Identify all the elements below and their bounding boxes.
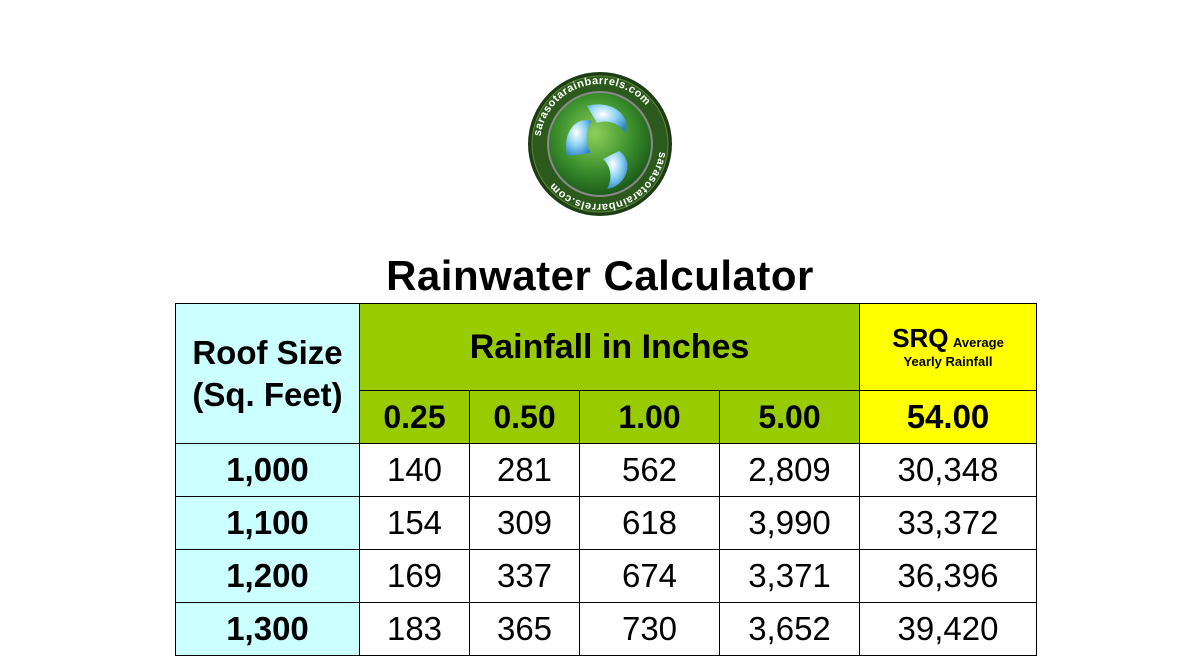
gallons-cell: 2,809 bbox=[719, 443, 860, 497]
gallons-cell: 562 bbox=[579, 443, 720, 497]
srq-col: 54.00 bbox=[859, 390, 1037, 444]
srq-gallons-cell: 39,420 bbox=[859, 602, 1037, 656]
srq-gallons-cell: 33,372 bbox=[859, 496, 1037, 550]
gallons-cell: 154 bbox=[359, 496, 470, 550]
table-row: 1,100 154 309 618 3,990 33,372 bbox=[175, 496, 1037, 550]
rainfall-col-0: 0.25 bbox=[359, 390, 470, 444]
table-row: 1,300 183 365 730 3,652 39,420 bbox=[175, 602, 1037, 656]
roof-size-header: Roof Size (Sq. Feet) bbox=[175, 303, 360, 444]
gallons-cell: 337 bbox=[469, 549, 580, 603]
roof-size-cell: 1,300 bbox=[175, 602, 360, 656]
gallons-cell: 3,652 bbox=[719, 602, 860, 656]
gallons-cell: 3,990 bbox=[719, 496, 860, 550]
roof-size-cell: 1,100 bbox=[175, 496, 360, 550]
sarasota-rain-barrels-logo: sarasotarainbarrels.com sarasotarainbarr… bbox=[528, 72, 672, 216]
gallons-cell: 3,371 bbox=[719, 549, 860, 603]
gallons-cell: 365 bbox=[469, 602, 580, 656]
rainfall-col-1: 0.50 bbox=[469, 390, 580, 444]
srq-header: SRQ Average Yearly Rainfall bbox=[859, 303, 1037, 391]
gallons-cell: 309 bbox=[469, 496, 580, 550]
rainfall-col-3: 5.00 bbox=[719, 390, 860, 444]
gallons-cell: 140 bbox=[359, 443, 470, 497]
gallons-cell: 183 bbox=[359, 602, 470, 656]
srq-header-yearly: Yearly Rainfall bbox=[903, 353, 993, 369]
table-row: 1,200 169 337 674 3,371 36,396 bbox=[175, 549, 1037, 603]
gallons-cell: 169 bbox=[359, 549, 470, 603]
gallons-cell: 281 bbox=[469, 443, 580, 497]
gallons-cell: 674 bbox=[579, 549, 720, 603]
srq-header-main: SRQ bbox=[892, 322, 949, 353]
page-title: Rainwater Calculator bbox=[386, 252, 814, 299]
rainfall-col-2: 1.00 bbox=[579, 390, 720, 444]
roof-size-cell: 1,200 bbox=[175, 549, 360, 603]
roof-header-line1: Roof Size bbox=[192, 333, 343, 371]
roof-size-cell: 1,000 bbox=[175, 443, 360, 497]
rainfall-header: Rainfall in Inches bbox=[359, 303, 860, 391]
table-row: 1,000 140 281 562 2,809 30,348 bbox=[175, 443, 1037, 497]
rainwater-table: Roof Size (Sq. Feet) Rainfall in Inches … bbox=[175, 303, 1037, 656]
gallons-cell: 730 bbox=[579, 602, 720, 656]
srq-gallons-cell: 30,348 bbox=[859, 443, 1037, 497]
gallons-cell: 618 bbox=[579, 496, 720, 550]
srq-gallons-cell: 36,396 bbox=[859, 549, 1037, 603]
roof-header-line2: (Sq. Feet) bbox=[192, 375, 343, 413]
srq-header-average: Average bbox=[952, 334, 1004, 350]
